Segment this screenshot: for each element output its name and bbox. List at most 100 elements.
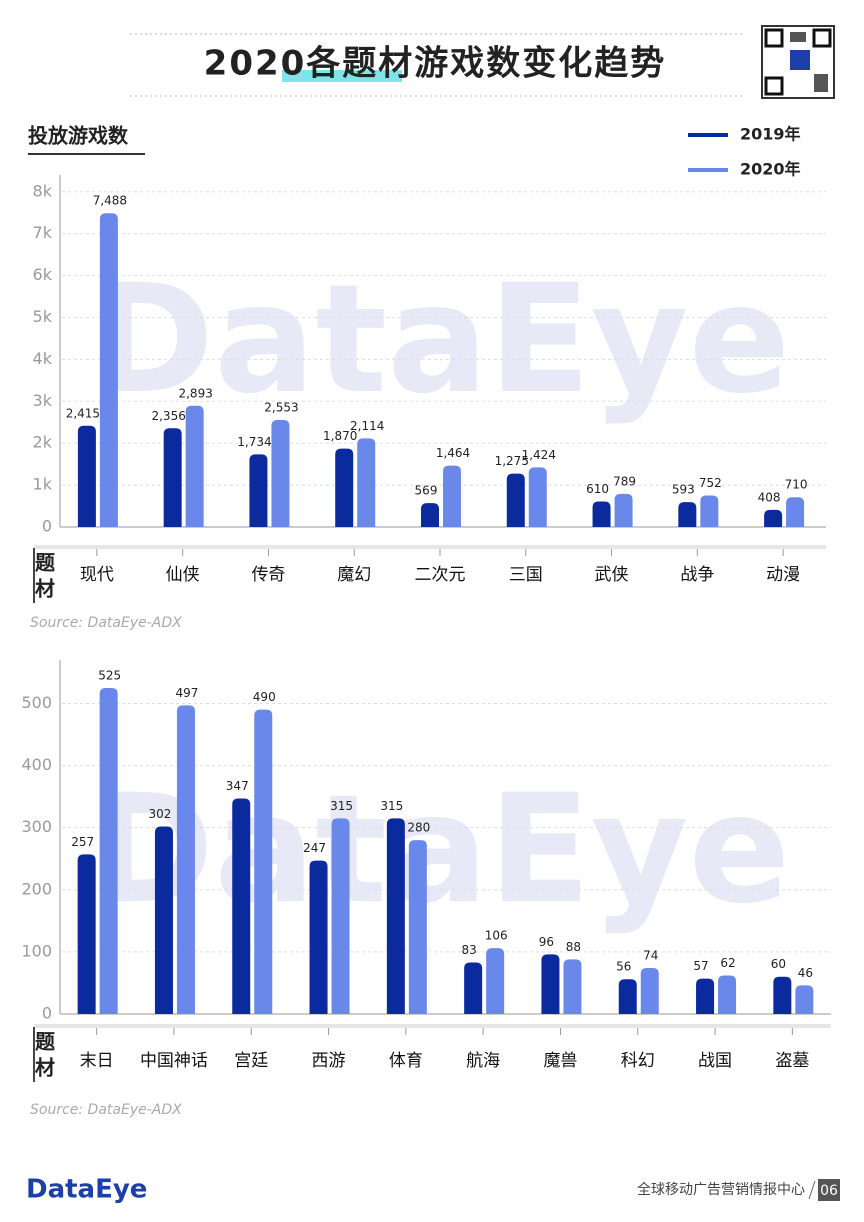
bar [700, 495, 719, 527]
page-title: 2020各题材游戏数变化趋势 [204, 44, 667, 84]
x-tick-label: 盗墓 [775, 1051, 809, 1071]
bar [528, 467, 547, 527]
value-label: 74 [643, 949, 658, 963]
value-label: 257 [71, 835, 94, 849]
value-label: 46 [798, 966, 813, 980]
value-label: 497 [175, 686, 198, 700]
y-tick-label: 4k [33, 349, 53, 368]
bar [163, 428, 182, 527]
value-label: 247 [303, 841, 326, 855]
value-label: 490 [253, 690, 276, 704]
x-tick-label: 仙侠 [166, 565, 200, 585]
bar [77, 854, 96, 1014]
bar [786, 497, 805, 527]
bar [254, 709, 273, 1014]
bar [506, 473, 525, 527]
x-tick-label: 航海 [466, 1051, 500, 1071]
value-label: 569 [415, 484, 438, 498]
qr-code [761, 25, 835, 99]
y-tick-label: 0 [42, 1004, 52, 1023]
value-label: 525 [98, 668, 121, 682]
source: Source: DataEye-ADX [30, 1102, 182, 1118]
value-label: 57 [693, 959, 708, 973]
bar [408, 840, 427, 1014]
value-label: 1,870 [323, 429, 357, 443]
x-tick-label: 武侠 [595, 565, 629, 585]
y-tick-label: 7k [33, 223, 53, 242]
bar [249, 454, 268, 527]
bar [614, 493, 633, 527]
x-tick-label: 末日 [80, 1051, 114, 1071]
category-band [34, 1024, 831, 1028]
bar [185, 405, 204, 527]
x-tick-label: 宫廷 [234, 1051, 268, 1071]
value-label: 62 [720, 956, 735, 970]
bar [563, 959, 582, 1014]
x-tick-label: 魔兽 [543, 1051, 577, 1071]
chart-title: 投放游戏数 [28, 124, 129, 148]
bar [176, 705, 195, 1014]
bar [386, 818, 405, 1014]
source: Source: DataEye-ADX [30, 615, 182, 631]
value-label: 60 [771, 957, 786, 971]
x-tick-label: 二次元 [415, 565, 466, 585]
value-label: 7,488 [93, 194, 127, 208]
bar [99, 213, 118, 527]
bar [773, 976, 792, 1014]
bar [541, 954, 560, 1014]
x-tick-label: 体育 [389, 1051, 423, 1071]
y-tick-label: 5k [33, 307, 53, 326]
y-tick-label: 100 [21, 941, 52, 960]
bar [335, 448, 354, 527]
value-label: 315 [380, 799, 403, 813]
value-label: 2,415 [66, 406, 100, 420]
footer-tagline: 全球移动广告营销情报中心 [637, 1181, 805, 1198]
bar [764, 509, 783, 527]
value-label: 280 [407, 821, 430, 835]
value-label: 2,893 [178, 386, 212, 400]
bar [271, 420, 290, 527]
y-tick-label: 3k [33, 391, 53, 410]
bar [618, 979, 637, 1014]
charts: DataEye 0 1k 2k 3k 4k 5k 6k 7k 8k 题材 现代 2,415 7,488 仙侠… [21, 125, 831, 1118]
value-label: 1,464 [436, 446, 470, 460]
value-label: 2,114 [350, 419, 384, 433]
bar [678, 502, 697, 527]
category-band [34, 545, 826, 549]
bar [232, 798, 251, 1014]
x-tick-label: 西游 [312, 1051, 346, 1071]
bar [696, 978, 715, 1014]
value-label: 408 [758, 490, 781, 504]
bar [77, 425, 96, 527]
page-number: 06 [820, 1183, 838, 1199]
x-tick-label: 中国神话 [140, 1051, 208, 1071]
x-tick-label: 传奇 [251, 565, 285, 585]
watermark: DataEye [90, 253, 791, 427]
value-label: 1,275 [495, 454, 529, 468]
value-label: 710 [785, 478, 808, 492]
title-highlight [282, 70, 402, 82]
value-label: 610 [586, 482, 609, 496]
y-tick-label: 200 [21, 879, 52, 898]
value-label: 1,734 [237, 435, 271, 449]
value-label: 2,356 [151, 409, 185, 423]
x-tick-label: 战国 [698, 1051, 732, 1071]
value-label: 56 [616, 960, 631, 974]
bar [443, 465, 461, 527]
x-axis-label: 题材 [32, 552, 56, 604]
bar [331, 818, 350, 1014]
value-label: 752 [699, 476, 722, 490]
bar [421, 503, 439, 527]
x-tick-label: 三国 [509, 565, 543, 585]
bar [464, 962, 483, 1014]
value-label: 1,424 [522, 448, 556, 462]
value-label: 96 [539, 935, 554, 949]
value-label: 347 [226, 779, 249, 793]
value-label: 302 [148, 807, 171, 821]
value-label: 789 [613, 474, 636, 488]
value-label: 83 [462, 943, 477, 957]
value-label: 2,553 [264, 401, 298, 415]
value-label: 88 [566, 940, 581, 954]
x-axis-label: 题材 [32, 1031, 56, 1083]
